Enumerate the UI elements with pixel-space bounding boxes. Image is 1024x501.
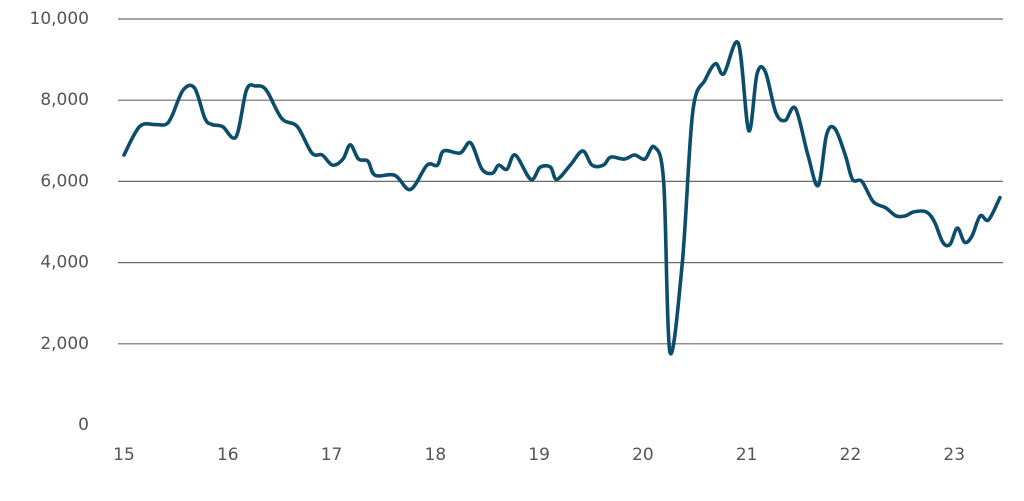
x-tick-label: 18: [425, 445, 447, 465]
x-tick-label: 21: [736, 445, 758, 465]
x-tick-label: 17: [321, 445, 343, 465]
x-tick-label: 15: [113, 445, 135, 465]
y-tick-label: 0: [78, 415, 89, 435]
y-tick-label: 6,000: [40, 171, 89, 191]
x-tick-label: 22: [840, 445, 862, 465]
x-tick-label: 23: [943, 445, 965, 465]
y-tick-label: 10,000: [30, 9, 89, 29]
x-tick-label: 19: [528, 445, 550, 465]
line: [122, 40, 1002, 356]
y-tick-label: 2,000: [40, 334, 89, 354]
x-tick-label: 16: [217, 445, 239, 465]
y-tick-label: 8,000: [40, 90, 89, 110]
x-tick-label: 20: [632, 445, 654, 465]
y-tick-label: 4,000: [40, 253, 89, 273]
